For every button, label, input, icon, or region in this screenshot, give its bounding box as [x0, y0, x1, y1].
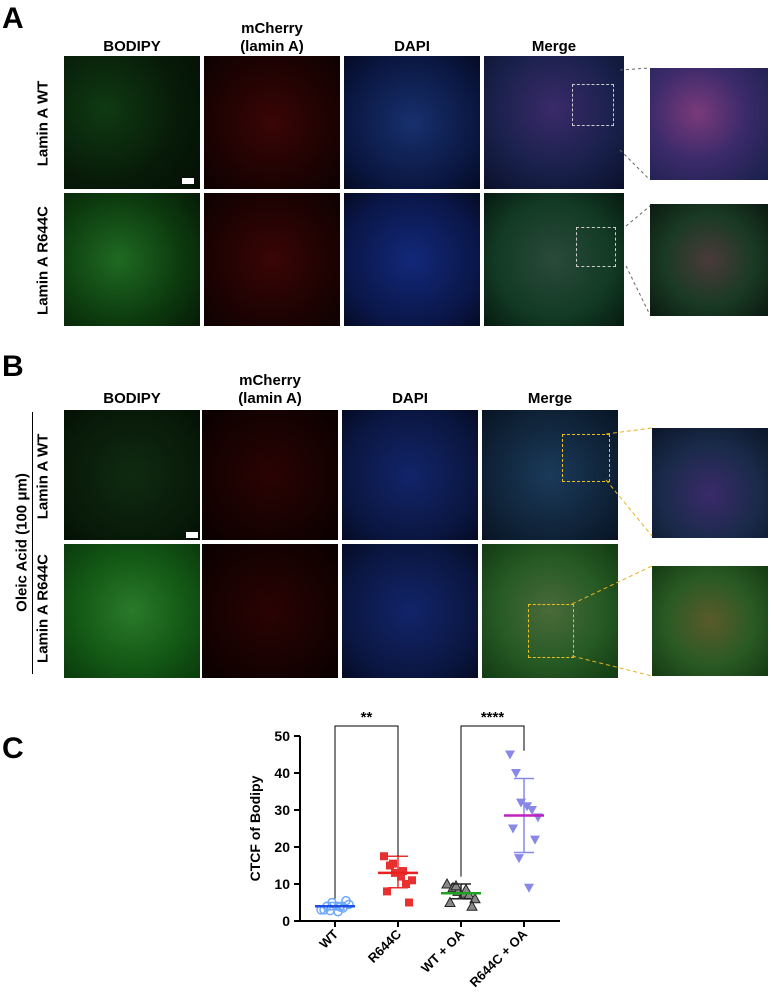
data-point — [408, 876, 416, 885]
significance-bracket — [334, 725, 399, 899]
row-label-r644c-b: Lamin A R644C — [34, 554, 52, 663]
row-label-wt-a: Lamin A WT — [34, 80, 52, 167]
micrograph-b-dapi-wt — [342, 410, 478, 540]
col-head-mcherry-line1: mCherry — [241, 20, 303, 37]
micrograph-a-zoom-wt — [650, 68, 768, 180]
row-label-r644c-a: Lamin A R644C — [34, 206, 52, 315]
micrograph-a-merge-wt — [484, 56, 624, 189]
panel-a-letter: A — [2, 2, 24, 35]
col-head-merge-a: Merge — [531, 38, 577, 55]
data-point — [511, 769, 521, 778]
significance-label: **** — [481, 709, 505, 726]
micrograph-b-zoom-r644c — [652, 566, 768, 676]
row-label-wt-b: Lamin A WT — [34, 433, 52, 520]
data-point — [530, 835, 540, 845]
data-point — [341, 895, 351, 906]
data-point — [508, 824, 518, 834]
data-point — [380, 852, 388, 861]
data-point — [527, 806, 537, 815]
micrograph-a-dapi-r644c — [344, 193, 480, 326]
significance-bracket — [460, 725, 525, 877]
col-head-mcherry-line2: (lamin A) — [240, 38, 304, 55]
y-tick-label: 10 — [274, 876, 290, 892]
data-point — [389, 859, 397, 868]
data-point — [399, 867, 407, 876]
ctcf-scatter-chart: 0 10 20 30 40 50 CTCF of Bodipy WT R644C WT + OA R… — [247, 709, 560, 990]
significance-label: ** — [361, 709, 373, 726]
col-head-mcherry-a: mCherry (lamin A) — [204, 20, 340, 56]
col-head-mcherry-line2: (lamin A) — [238, 390, 302, 407]
data-point — [466, 900, 478, 911]
panel-b-letter: B — [2, 350, 24, 383]
col-head-mcherry-b: mCherry (lamin A) — [202, 372, 338, 408]
col-head-mcherry-line1: mCherry — [239, 372, 301, 389]
data-point — [397, 872, 405, 881]
micrograph-a-bodipy-r644c — [64, 193, 200, 326]
micrograph-b-zoom-wt — [652, 428, 768, 538]
x-tick-label: R644C — [365, 926, 405, 966]
x-tick-label: R644C + OA — [467, 926, 531, 990]
micrograph-b-mcherry-wt — [202, 410, 338, 540]
zoom-box — [572, 84, 614, 126]
micrograph-a-bodipy-wt — [64, 56, 200, 189]
panel-c-letter: C — [2, 732, 24, 765]
data-point — [524, 883, 534, 893]
micrograph-b-merge-wt — [482, 410, 618, 540]
micrograph-a-dapi-wt — [344, 56, 480, 189]
micrograph-a-mcherry-r644c — [204, 193, 340, 326]
data-point — [505, 750, 515, 760]
micrograph-b-dapi-r644c — [342, 544, 478, 678]
y-tick-label: 50 — [274, 728, 290, 744]
y-tick-label: 30 — [274, 802, 290, 818]
zoom-connectors-a — [619, 67, 651, 316]
micrograph-a-zoom-r644c — [650, 204, 768, 316]
y-axis-label: CTCF of Bodipy — [247, 775, 263, 881]
y-tick-label: 40 — [274, 765, 290, 781]
col-head-dapi-a: DAPI — [394, 38, 430, 55]
micrograph-b-bodipy-r644c — [64, 544, 200, 678]
x-tick-label: WT — [316, 926, 341, 951]
col-head-bodipy-b: BODIPY — [103, 390, 161, 407]
data-point — [469, 892, 481, 904]
scale-bar — [186, 532, 198, 538]
scale-bar — [182, 178, 194, 184]
micrograph-b-mcherry-r644c — [202, 544, 338, 678]
micrograph-b-merge-r644c — [482, 544, 618, 678]
zoom-box — [528, 604, 574, 658]
micrograph-b-bodipy-wt — [64, 410, 200, 540]
micrograph-a-mcherry-wt — [204, 56, 340, 189]
micrograph-a-merge-r644c — [484, 193, 624, 326]
zoom-box — [576, 227, 616, 267]
col-head-bodipy-a: BODIPY — [103, 38, 161, 55]
data-point — [444, 896, 456, 907]
col-head-merge-b: Merge — [527, 390, 573, 407]
y-tick-label: 0 — [282, 913, 290, 929]
data-point — [402, 880, 410, 888]
zoom-box — [562, 434, 610, 482]
data-point — [450, 879, 462, 891]
zoom-connectors-b — [571, 427, 653, 677]
data-point — [441, 877, 453, 889]
data-point — [514, 854, 524, 864]
group-bracket — [32, 412, 33, 674]
x-tick-label: WT + OA — [418, 926, 468, 976]
col-head-dapi-b: DAPI — [392, 390, 428, 407]
data-point — [405, 898, 413, 907]
group-label-oleic-acid: Oleic Acid (100 μm) — [13, 473, 31, 612]
data-point — [383, 887, 391, 896]
y-tick-label: 20 — [274, 839, 290, 855]
